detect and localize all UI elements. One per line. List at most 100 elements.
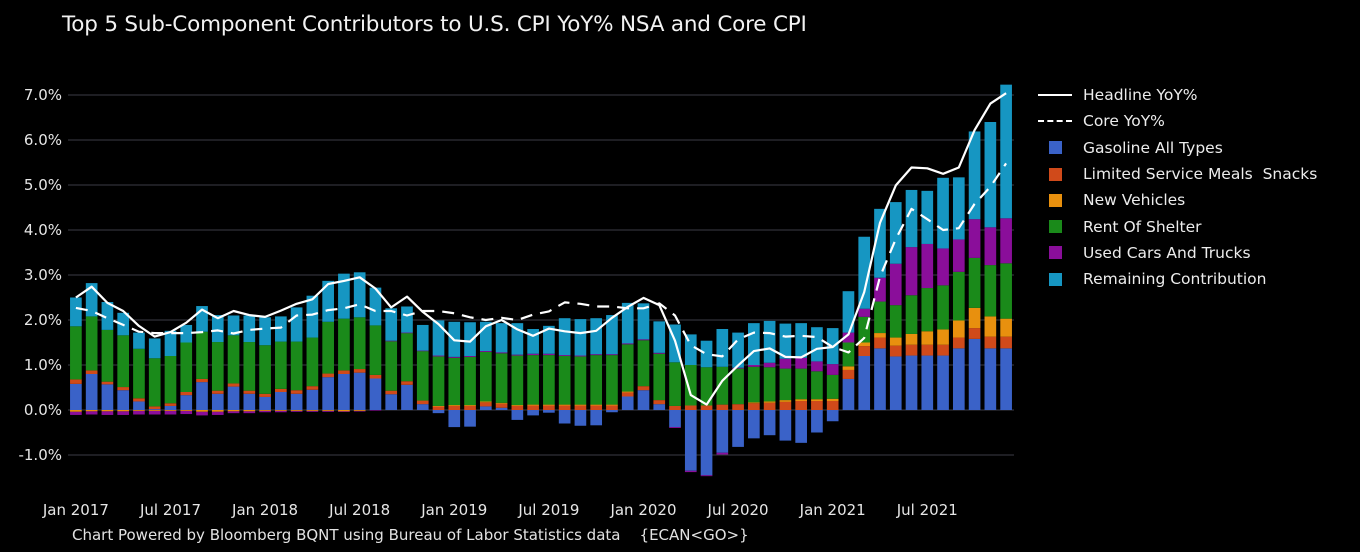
- bar-segment-rent-of-shelter: [732, 368, 744, 405]
- bar-segment-remaining-contribution: [684, 334, 697, 365]
- bar-segment-new-vehicles: [952, 320, 965, 338]
- bar-stack: [385, 308, 398, 410]
- bar-segment-rent-of-shelter: [653, 353, 666, 401]
- bar-segment-limited-service-meals-snacks: [826, 401, 839, 410]
- bar-segment-rent-of-shelter: [338, 318, 350, 371]
- bar-segment-used-cars-and-trucks: [842, 332, 855, 343]
- bar-segment-remaining-contribution: [259, 317, 271, 346]
- bar-segment-gasoline-all-types: [921, 355, 934, 410]
- bar-segment-remaining-contribution: [748, 323, 760, 365]
- bar-segment-rent-of-shelter: [527, 355, 539, 405]
- bar-segment-remaining-contribution: [70, 297, 82, 327]
- bar-stack: [826, 328, 839, 422]
- bar-segment-limited-service-meals-snacks: [590, 405, 603, 410]
- bar-segment-used-cars-and-trucks: [889, 263, 902, 306]
- bar-segment-gasoline-all-types: [101, 384, 114, 410]
- bar-segment-gasoline-all-types: [811, 410, 823, 433]
- bar-segment-gasoline-all-types: [322, 377, 334, 410]
- bar-segment-limited-service-meals-snacks: [464, 405, 476, 410]
- bar-segment-limited-service-meals-snacks: [716, 404, 729, 410]
- legend-label: Used Cars And Trucks: [1083, 243, 1251, 262]
- bar-stack: [117, 312, 130, 415]
- bar-segment-limited-service-meals-snacks: [70, 379, 82, 384]
- bar-segment-gasoline-all-types: [858, 356, 871, 410]
- bar-segment-used-cars-and-trucks: [306, 410, 319, 412]
- y-tick-label: -1.0%: [18, 446, 62, 464]
- bar-segment-used-cars-and-trucks: [290, 410, 303, 412]
- bar-segment-used-cars-and-trucks: [937, 248, 949, 286]
- bar-segment-remaining-contribution: [921, 190, 934, 244]
- bar-stack: [952, 177, 965, 410]
- bar-segment-used-cars-and-trucks: [243, 411, 256, 414]
- bar-segment-new-vehicles: [937, 329, 949, 345]
- bar-segment-limited-service-meals-snacks: [921, 344, 934, 356]
- bar-segment-remaining-contribution: [133, 332, 145, 349]
- bar-stack: [353, 272, 366, 412]
- bar-segment-gasoline-all-types: [590, 410, 603, 426]
- bar-stack: [479, 321, 492, 410]
- bar-segment-used-cars-and-trucks: [353, 410, 366, 412]
- bar-segment-gasoline-all-types: [968, 338, 981, 410]
- bar-segment-rent-of-shelter: [243, 342, 256, 391]
- bar-stack: [211, 315, 224, 415]
- bar-segment-new-vehicles: [464, 405, 476, 406]
- bar-segment-remaining-contribution: [590, 318, 603, 355]
- bar-segment-used-cars-and-trucks: [811, 361, 823, 372]
- bar-segment-rent-of-shelter: [748, 366, 760, 403]
- bar-segment-rent-of-shelter: [385, 341, 398, 391]
- bar-segment-gasoline-all-types: [259, 396, 271, 410]
- bar-segment-rent-of-shelter: [479, 351, 492, 402]
- bar-segment-rent-of-shelter: [968, 257, 981, 308]
- bar-segment-new-vehicles: [858, 342, 871, 347]
- bar-segment-rent-of-shelter: [464, 356, 476, 406]
- bar-segment-remaining-contribution: [180, 324, 193, 343]
- bar-segment-remaining-contribution: [984, 122, 997, 228]
- x-tick-label: Jul 2021: [896, 501, 958, 519]
- bar-segment-new-vehicles: [275, 410, 287, 411]
- bar-segment-used-cars-and-trucks: [117, 411, 130, 415]
- bar-segment-rent-of-shelter: [606, 355, 618, 405]
- bar-segment-remaining-contribution: [763, 320, 776, 363]
- bar-stack: [842, 291, 855, 410]
- bar-segment-gasoline-all-types: [448, 410, 461, 428]
- bar-segment-new-vehicles: [101, 410, 114, 412]
- legend-label: Limited Service Meals Snacks: [1083, 165, 1318, 184]
- bar-segment-remaining-contribution: [795, 323, 807, 358]
- bar-segment-used-cars-and-trucks: [543, 353, 555, 356]
- bar-segment-used-cars-and-trucks: [322, 410, 334, 412]
- legend-swatch: [1038, 272, 1072, 286]
- bar-segment-rent-of-shelter: [164, 356, 177, 404]
- bar-segment-used-cars-and-trucks: [196, 411, 208, 416]
- legend-item-gasoline-all-types: Gasoline All Types: [1038, 135, 1317, 161]
- y-tick-label: 0.0%: [24, 401, 62, 419]
- bar-segment-limited-service-meals-snacks: [606, 405, 618, 410]
- bar-stack: [1000, 84, 1012, 410]
- bar-segment-limited-service-meals-snacks: [621, 392, 634, 397]
- bar-segment-used-cars-and-trucks: [574, 355, 587, 357]
- bar-segment-used-cars-and-trucks: [464, 356, 476, 357]
- bar-segment-used-cars-and-trucks: [637, 339, 650, 341]
- solid-line-swatch: [1038, 94, 1072, 97]
- bar-segment-rent-of-shelter: [353, 317, 366, 370]
- bar-segment-rent-of-shelter: [369, 325, 382, 375]
- bar-segment-limited-service-meals-snacks: [511, 405, 524, 410]
- bar-segment-new-vehicles: [621, 391, 634, 393]
- legend-item-remaining-contribution: Remaining Contribution: [1038, 266, 1317, 292]
- bar-segment-gasoline-all-types: [763, 410, 776, 436]
- legend-item-limited-service-meals-snacks: Limited Service Meals Snacks: [1038, 161, 1317, 187]
- bar-segment-limited-service-meals-snacks: [243, 390, 256, 394]
- bar-segment-limited-service-meals-snacks: [306, 386, 319, 390]
- bar-segment-limited-service-meals-snacks: [858, 346, 871, 356]
- bar-segment-rent-of-shelter: [448, 357, 461, 406]
- legend-swatch: [1038, 141, 1072, 155]
- y-tick-label: 4.0%: [24, 221, 62, 239]
- bar-segment-limited-service-meals-snacks: [85, 370, 98, 374]
- bar-segment-remaining-contribution: [290, 307, 303, 342]
- bar-segment-new-vehicles: [227, 410, 240, 412]
- legend-label: Remaining Contribution: [1083, 270, 1267, 289]
- bar-segment-gasoline-all-types: [842, 378, 855, 410]
- bar-segment-new-vehicles: [1000, 318, 1012, 337]
- bar-segment-rent-of-shelter: [669, 362, 681, 406]
- bar-stack: [858, 236, 871, 410]
- bar-segment-used-cars-and-trucks: [763, 362, 776, 368]
